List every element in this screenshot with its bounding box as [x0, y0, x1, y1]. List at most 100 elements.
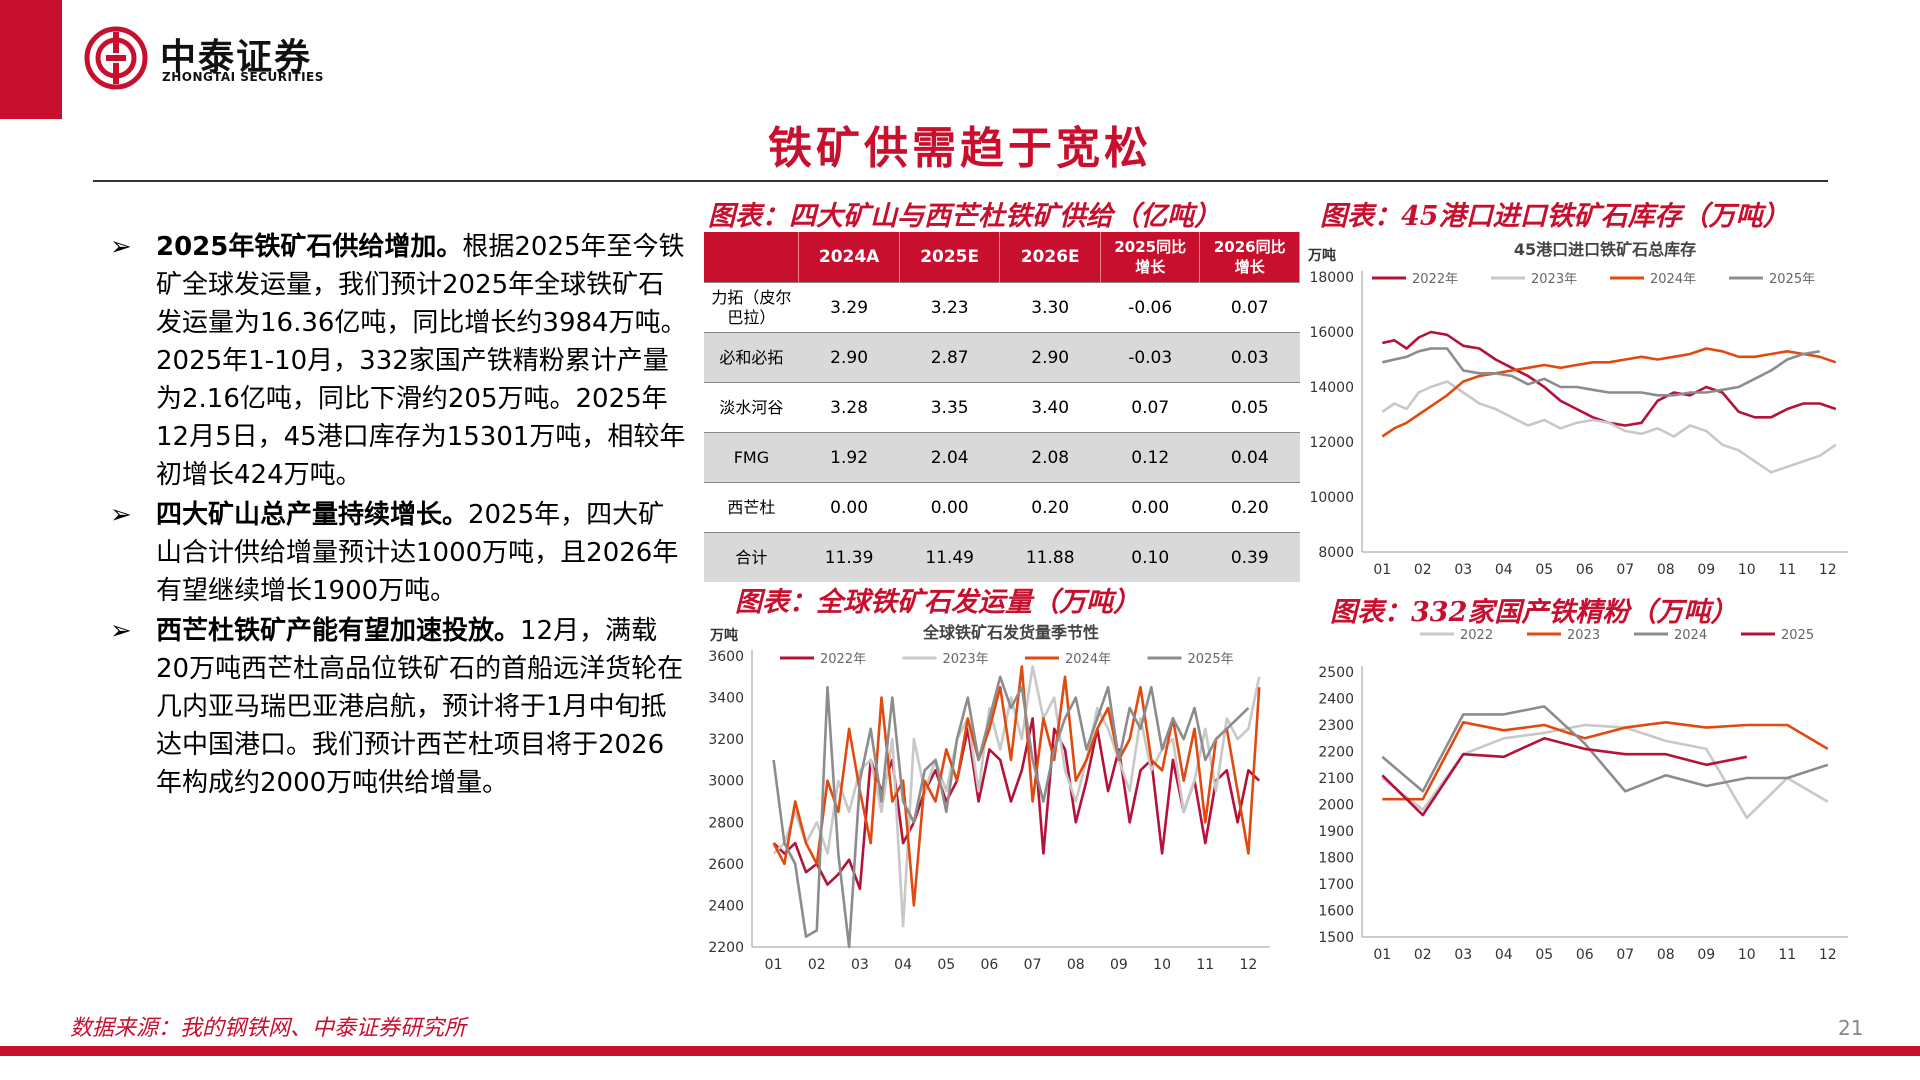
- series-line-2024年: [772, 665, 1261, 907]
- table-cell: 2.90: [798, 332, 900, 383]
- table-row-label: FMG: [704, 432, 799, 483]
- y-tick-label: 1700: [1318, 877, 1354, 893]
- domestic-chart-caption: 图表：332家国产铁精粉（万吨）: [1330, 597, 1738, 628]
- y-tick-label: 2100: [1318, 771, 1354, 787]
- bullet-heading: 西芒杜铁矿产能有望加速投放。: [156, 616, 521, 646]
- brand-mark-icon: [84, 26, 148, 90]
- page-title: 铁矿供需趋于宽松: [768, 123, 1152, 174]
- chart-title: 全球铁矿石发货量季节性: [922, 623, 1099, 642]
- y-tick-label: 2400: [708, 898, 744, 914]
- table-row: 西芒杜 0.00 0.00 0.20 0.00 0.20: [704, 482, 1300, 533]
- table-cell: 0.10: [1100, 532, 1200, 582]
- series-line-2025年: [772, 675, 1250, 949]
- x-tick-label: 09: [1110, 957, 1128, 973]
- x-tick-label: 01: [1373, 947, 1391, 963]
- bullet-heading: 2025年铁矿石供给增加。: [156, 232, 463, 262]
- y-tick-label: 3000: [708, 774, 744, 790]
- table-cell: 0.00: [1100, 482, 1200, 533]
- x-tick-label: 11: [1778, 947, 1796, 963]
- x-tick-label: 10: [1153, 957, 1171, 973]
- table-header-cell: [704, 232, 800, 283]
- table-row-label: 西芒杜: [704, 482, 799, 533]
- x-tick-label: 04: [1495, 947, 1513, 963]
- table-cell: 2.90: [999, 332, 1101, 383]
- table-cell: 3.35: [899, 382, 1000, 433]
- table-cell: 11.49: [899, 532, 1000, 582]
- table-row-label: 力拓（皮尔巴拉）: [704, 282, 799, 333]
- y-axis-unit: 万吨: [709, 627, 738, 644]
- table-row: 必和必拓 2.90 2.87 2.90 -0.03 0.03: [704, 332, 1300, 383]
- legend-label: 2025年: [1769, 272, 1815, 287]
- y-tick-label: 1600: [1318, 904, 1354, 920]
- legend-label: 2025: [1781, 628, 1814, 643]
- table-cell: 3.30: [999, 282, 1101, 333]
- chart-title: 45港口进口铁矿石总库存: [1514, 240, 1696, 259]
- x-tick-label: 06: [1576, 562, 1594, 578]
- table-cell: 0.12: [1100, 432, 1200, 483]
- legend-label: 2022: [1460, 628, 1493, 643]
- table-cell: 3.28: [798, 382, 900, 433]
- table-row: FMG 1.92 2.04 2.08 0.12 0.04: [704, 432, 1300, 483]
- table-header-cell: 2026同比 增长: [1199, 232, 1300, 283]
- x-tick-label: 04: [894, 957, 912, 973]
- x-tick-label: 01: [1373, 562, 1391, 578]
- y-tick-label: 14000: [1309, 380, 1354, 396]
- x-tick-label: 08: [1657, 562, 1675, 578]
- y-tick-label: 2800: [708, 815, 744, 831]
- x-tick-label: 02: [808, 957, 826, 973]
- bullet-text: 根据2025年至今铁矿全球发运量，我们预计2025年全球铁矿石发运量为16.36…: [156, 232, 687, 490]
- brand-name-en: ZHONGTAI SECURITIES: [162, 70, 324, 84]
- table-row: 淡水河谷 3.28 3.35 3.40 0.07 0.05: [704, 382, 1300, 433]
- bullet-text: 2025年，四大矿山合计供给增量预计达1000万吨，且2026年有望继续增长19…: [156, 500, 679, 606]
- arrow-bullet-icon: ➢: [110, 500, 132, 530]
- table-cell: 2.04: [899, 432, 1000, 483]
- table-cell: 0.05: [1199, 382, 1300, 433]
- table-cell: -0.03: [1100, 332, 1200, 383]
- legend-label: 2024: [1674, 628, 1707, 643]
- table-header-cell: 2024A: [798, 232, 900, 283]
- y-tick-label: 8000: [1318, 545, 1354, 561]
- footer-accent-bar: [0, 1046, 1920, 1056]
- series-line-2023: [1382, 721, 1829, 801]
- y-tick-label: 1500: [1318, 930, 1354, 946]
- table-header-cell: 2025同比 增长: [1100, 232, 1201, 283]
- shipment-chart-caption: 图表：全球铁矿石发运量（万吨）: [735, 587, 1140, 618]
- table-row-label: 淡水河谷: [704, 382, 799, 433]
- x-tick-label: 06: [1576, 947, 1594, 963]
- table-cell: 0.03: [1199, 332, 1300, 383]
- y-tick-label: 3400: [708, 691, 744, 707]
- table-cell: 0.07: [1100, 382, 1200, 433]
- x-tick-label: 05: [1535, 562, 1553, 578]
- y-tick-label: 2500: [1318, 665, 1354, 681]
- x-tick-label: 08: [1067, 957, 1085, 973]
- x-tick-label: 12: [1819, 947, 1837, 963]
- x-tick-label: 10: [1738, 947, 1756, 963]
- y-axis-unit: 万吨: [1307, 247, 1336, 264]
- y-tick-label: 16000: [1309, 325, 1354, 341]
- y-tick-label: 2300: [1318, 718, 1354, 734]
- table-cell: 11.39: [798, 532, 900, 582]
- x-tick-label: 05: [1535, 947, 1553, 963]
- table-body: 力拓（皮尔巴拉） 3.29 3.23 3.30 -0.06 0.07 必和必拓 2.90 2.8…: [704, 282, 1300, 582]
- table-cell: 0.20: [999, 482, 1101, 533]
- table-cell: 0.39: [1199, 532, 1300, 582]
- x-tick-label: 07: [1024, 957, 1042, 973]
- brand-logo: 中泰证券 ZHONGTAI SECURITIES: [84, 26, 404, 90]
- x-tick-label: 06: [981, 957, 999, 973]
- table-header-cell: 2025E: [899, 232, 1001, 283]
- table-cell: 2.87: [899, 332, 1000, 383]
- x-tick-label: 03: [1454, 562, 1472, 578]
- series-line-2024: [1381, 705, 1829, 793]
- series-line-2022年: [1382, 330, 1837, 427]
- table-cell: 3.23: [899, 282, 1000, 333]
- x-tick-label: 05: [937, 957, 955, 973]
- y-tick-label: 3600: [708, 649, 744, 665]
- x-tick-label: 11: [1196, 957, 1214, 973]
- x-tick-label: 02: [1414, 562, 1432, 578]
- table-caption: 图表：四大矿山与西芒杜铁矿供给（亿吨）: [708, 201, 1221, 232]
- y-tick-label: 2200: [1318, 745, 1354, 761]
- table-cell: 0.20: [1199, 482, 1300, 533]
- table-row-label: 必和必拓: [704, 332, 799, 383]
- y-tick-label: 1900: [1318, 824, 1354, 840]
- stock-chart-caption: 图表：45港口进口铁矿石库存（万吨）: [1320, 201, 1790, 232]
